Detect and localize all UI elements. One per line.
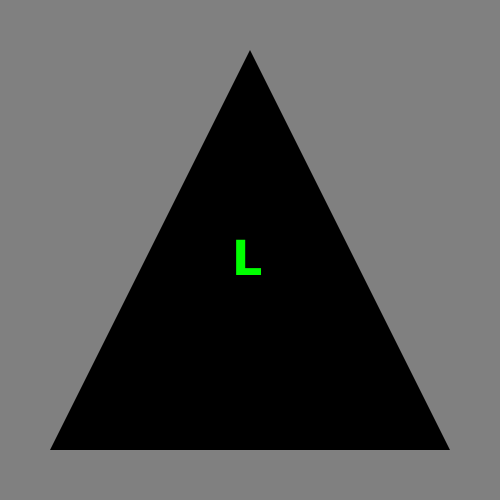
black-triangle: [50, 50, 450, 450]
center-letter: L: [231, 231, 263, 287]
